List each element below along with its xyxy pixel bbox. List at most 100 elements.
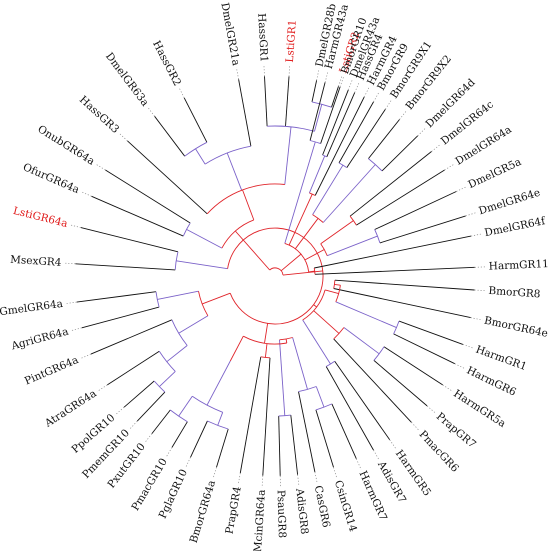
node-stem-0-0 [242,189,255,221]
node-stem-0-0-0 [284,126,292,185]
node-arc-2-0 [313,267,316,275]
node-stem-1-3-1-1 [343,327,380,355]
node-arc-2-1-0 [374,229,381,244]
node-arc-0-0-1-1 [184,141,208,157]
branch-HarmGR11 [314,266,475,275]
leader-BmorGR10 [339,75,345,88]
leader-DmelGR28b [316,68,320,81]
node-arc-0-0-0-0 [311,101,332,108]
taxon-label: GmelGR64a [0,298,64,318]
leader-DmelGR64a [444,163,455,171]
node-arc [269,267,284,276]
leader-CsinGR14 [333,467,338,479]
branch-CsinGR14 [315,409,334,468]
taxon-label: DmelGR21a [218,2,241,67]
branch-PmemGR10 [136,391,166,422]
node-stem-1-1-1-1-1 [159,371,176,387]
node-stem-1-3-0 [302,319,331,365]
leader-HassGR3 [118,132,128,142]
branch-LstiGR1 [285,76,290,127]
branch-DmelGR28b [311,80,318,102]
branch-DmelGR64c [349,151,432,217]
leader-PxutGR10 [144,433,153,444]
taxon-label: LstiGR64a [12,205,69,230]
branch-MsexGR4 [75,263,176,271]
node-arc-2-1-1 [349,215,357,226]
node-arc-1-1-0 [155,291,160,308]
branch-HarmGR1 [398,320,464,345]
branch-HarmGR43a [309,82,326,141]
leader-BmorGR8 [474,289,487,292]
taxon-label: HassGR3 [77,94,121,136]
leader-DmelGR64f [470,233,483,237]
node-stem-1-2 [264,323,269,344]
leader-HarmGR11 [474,266,487,268]
branch-BmorGR9 [338,101,374,164]
node-stem-1-3-1 [313,310,340,334]
branch-HarmGR4 [314,96,365,196]
leader-PmacGR10 [165,447,173,458]
leader-BmorGR64a [212,467,217,479]
branch-PxutGR10 [151,409,171,434]
branch-AgriGR64a [81,306,160,329]
leader-PpolGR10 [114,406,125,416]
leader-HarmGR1 [462,344,475,349]
branch-OfurGR64a [91,195,184,237]
node-stem-1-2-0-0-0 [178,396,193,417]
branch-PrapGR7 [373,360,428,407]
leader-AdisGR7 [373,449,380,461]
node-arc-2-2-1 [338,162,348,168]
node-arc-1-2-1 [260,356,271,359]
taxon-label: McinGR64a [252,489,268,551]
branch-PmacGR6 [333,338,412,423]
branch-McinGR64a [262,357,271,476]
node-arc-0-0-1 [204,145,251,165]
taxon-label: CsinGR14 [332,479,359,534]
branch-GmelGR64a [76,291,157,303]
node-stem-1-2-0 [229,335,244,362]
leader-MsexGR4 [63,262,76,265]
branch-PintGR64a [90,319,173,355]
taxon-label: PsauGR8 [275,490,288,538]
branch-PglaGR10 [190,420,208,458]
taxon-label: AdisGR8 [293,487,310,535]
branch-DmelGR64f [314,235,472,269]
leader-OnubGR64a [95,163,106,171]
node-arc-1-3-2 [335,285,341,302]
taxon-label: BmorGR64e [483,315,549,340]
branch-AdisGR8 [290,415,299,475]
leader-DmelGR64e [465,211,478,217]
taxon-label: DmelGR64f [484,215,548,239]
node-stem-0-1 [186,229,223,249]
node-stem-1-2-2 [285,338,288,344]
leader-HassGR4 [354,81,360,93]
leader-BmorGR64e [470,317,483,321]
node-stem-1-1-1-1 [166,345,188,363]
leader-HarmGR5a [442,384,453,392]
node-arc-1 [227,227,324,325]
taxon-label: HarmGR1 [474,344,528,374]
leader-HassGR1 [263,64,265,77]
branch-BmorGR9X2 [368,119,400,159]
branch-HarmGR5a [383,346,443,386]
taxon-label: LstiGR1 [284,19,299,63]
node-arc-1-1 [198,291,209,317]
leader-HarmGR43a [324,70,329,83]
taxon-label: BmorGR8 [488,285,541,301]
taxon-label: OfurGR64a [21,161,81,196]
node-arc-1-0 [174,251,179,270]
node-stem-2-3-1 [308,155,326,194]
branch-PmacGR10 [171,421,188,448]
node-stem-0-0-1-1 [195,148,206,165]
leader-PrapGR7 [426,405,437,414]
branch-DmelGR43a [322,89,349,156]
branch-PsauGR8 [278,415,281,476]
leader-OfurGR64a [80,191,92,197]
leader-PmemGR10 [128,420,138,431]
leader-AdisGR8 [297,474,300,487]
taxon-label: MsexGR4 [10,254,62,269]
node-stem-2-1-0 [327,235,378,257]
taxon-label: PrapGR4 [224,485,244,535]
leader-BmorGR9X1 [385,99,393,110]
leader-AgriGR64a [70,327,82,332]
